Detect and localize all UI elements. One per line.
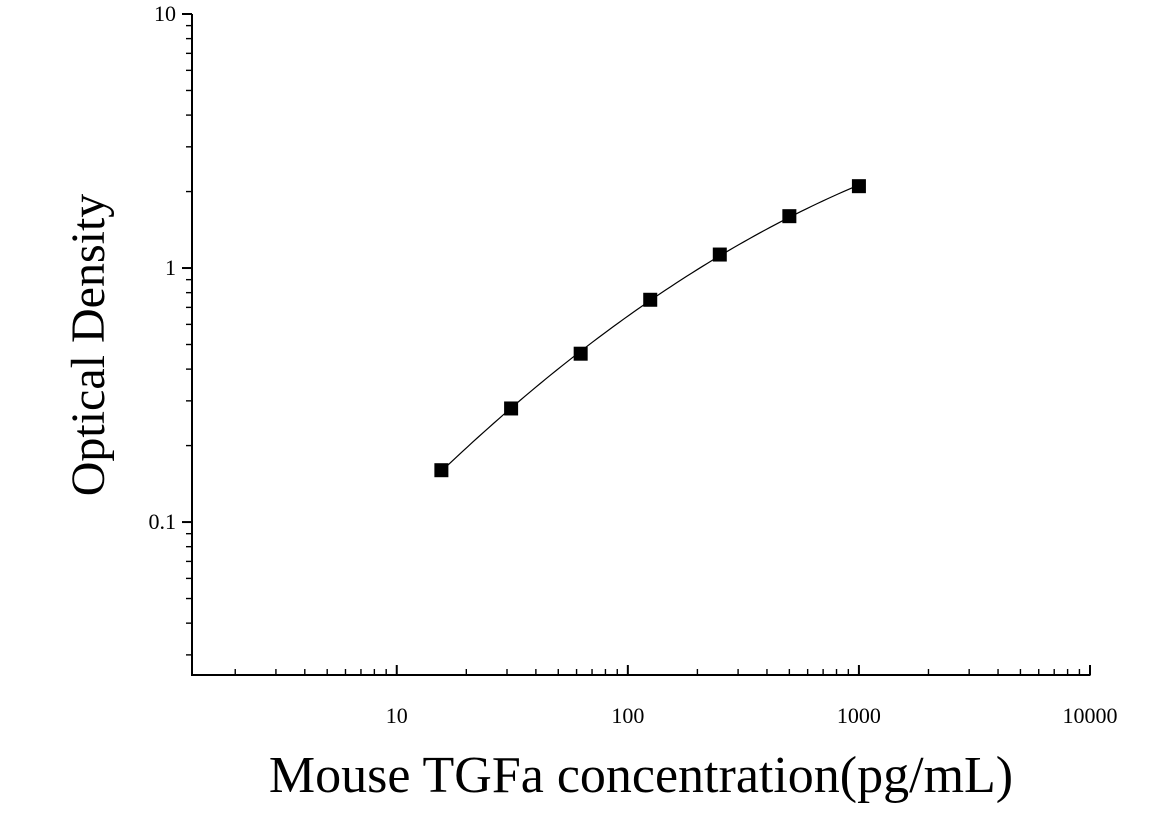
- x-tick-label: 1000: [837, 703, 881, 728]
- y-tick-label: 1: [165, 255, 176, 280]
- axes: [191, 14, 1091, 676]
- data-point: [434, 463, 449, 478]
- y-tick-label: 10: [154, 1, 176, 26]
- x-axis-title: Mouse TGFa concentration(pg/mL): [269, 747, 1013, 804]
- axis-ticks: [182, 13, 1091, 675]
- tick-labels: 10 100 1000 10000 0.1 1 10: [149, 1, 1118, 728]
- data-point: [782, 209, 797, 224]
- data-point: [643, 292, 658, 307]
- fit-line: [440, 184, 860, 472]
- x-tick-label: 10000: [1063, 703, 1118, 728]
- data-point: [504, 401, 519, 416]
- data-points: [434, 179, 866, 478]
- data-point: [851, 179, 866, 194]
- x-tick-label: 100: [611, 703, 644, 728]
- fit-curve: [440, 184, 860, 472]
- data-point: [712, 247, 727, 262]
- x-tick-label: 10: [386, 703, 408, 728]
- y-tick-label: 0.1: [149, 509, 177, 534]
- data-point: [573, 346, 588, 361]
- y-axis-title: Optical Density: [62, 194, 115, 497]
